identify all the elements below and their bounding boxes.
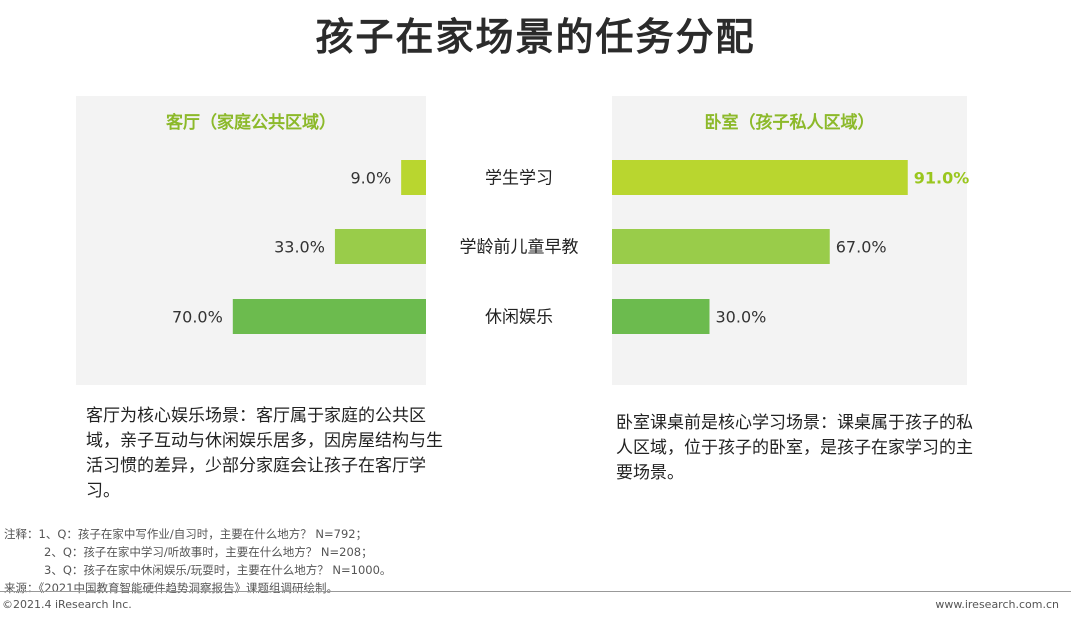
category-label: 学龄前儿童早教 xyxy=(460,238,579,258)
note-line-2: 2、Q：孩子在家中学习/听故事时，主要在什么地方？ N=208； xyxy=(44,545,373,559)
bedroom-heading: 卧室（孩子私人区域） xyxy=(704,113,875,133)
category-label: 学生学习 xyxy=(485,169,553,189)
living-room-bar xyxy=(334,229,426,264)
website: www.iresearch.com.cn xyxy=(935,598,1059,611)
source-note: 来源：《2021中国教育智能硬件趋势洞察报告》课题组调研绘制。 xyxy=(4,581,339,595)
data-label: 30.0% xyxy=(716,308,767,327)
note-line-1: 注释：1、Q：孩子在家中写作业/自习时，主要在什么地方？ N=792； xyxy=(4,527,368,541)
category-label: 休闲娱乐 xyxy=(485,308,553,328)
data-label: 67.0% xyxy=(836,238,887,257)
living-room-heading: 客厅（家庭公共区域） xyxy=(166,113,336,133)
page-title: 孩子在家场景的任务分配 xyxy=(315,15,756,59)
notes: 注释：1、Q：孩子在家中写作业/自习时，主要在什么地方？ N=792； 2、Q：… xyxy=(4,525,391,597)
data-label: 70.0% xyxy=(172,308,223,327)
data-label: 33.0% xyxy=(274,238,325,257)
bedroom-bar xyxy=(612,229,830,264)
bedroom-bar xyxy=(612,160,908,195)
bedroom-bar xyxy=(612,299,710,334)
data-label: 91.0% xyxy=(914,169,970,188)
living-room-bar xyxy=(401,160,426,195)
data-label: 9.0% xyxy=(351,169,392,188)
living-room-bar xyxy=(232,299,426,334)
bedroom-description: 卧室课桌前是核心学习场景：课桌属于孩子的私人区域，位于孩子的卧室，是孩子在家学习… xyxy=(616,413,973,483)
living-room-description: 客厅为核心娱乐场景：客厅属于家庭的公共区域，亲子互动与休闲娱乐居多，因房屋结构与… xyxy=(86,406,443,501)
copyright: ©2021.4 iResearch Inc. xyxy=(2,598,132,611)
footer-divider xyxy=(0,591,1071,592)
note-line-3: 3、Q：孩子在家中休闲娱乐/玩耍时，主要在什么地方？ N=1000。 xyxy=(44,563,392,577)
